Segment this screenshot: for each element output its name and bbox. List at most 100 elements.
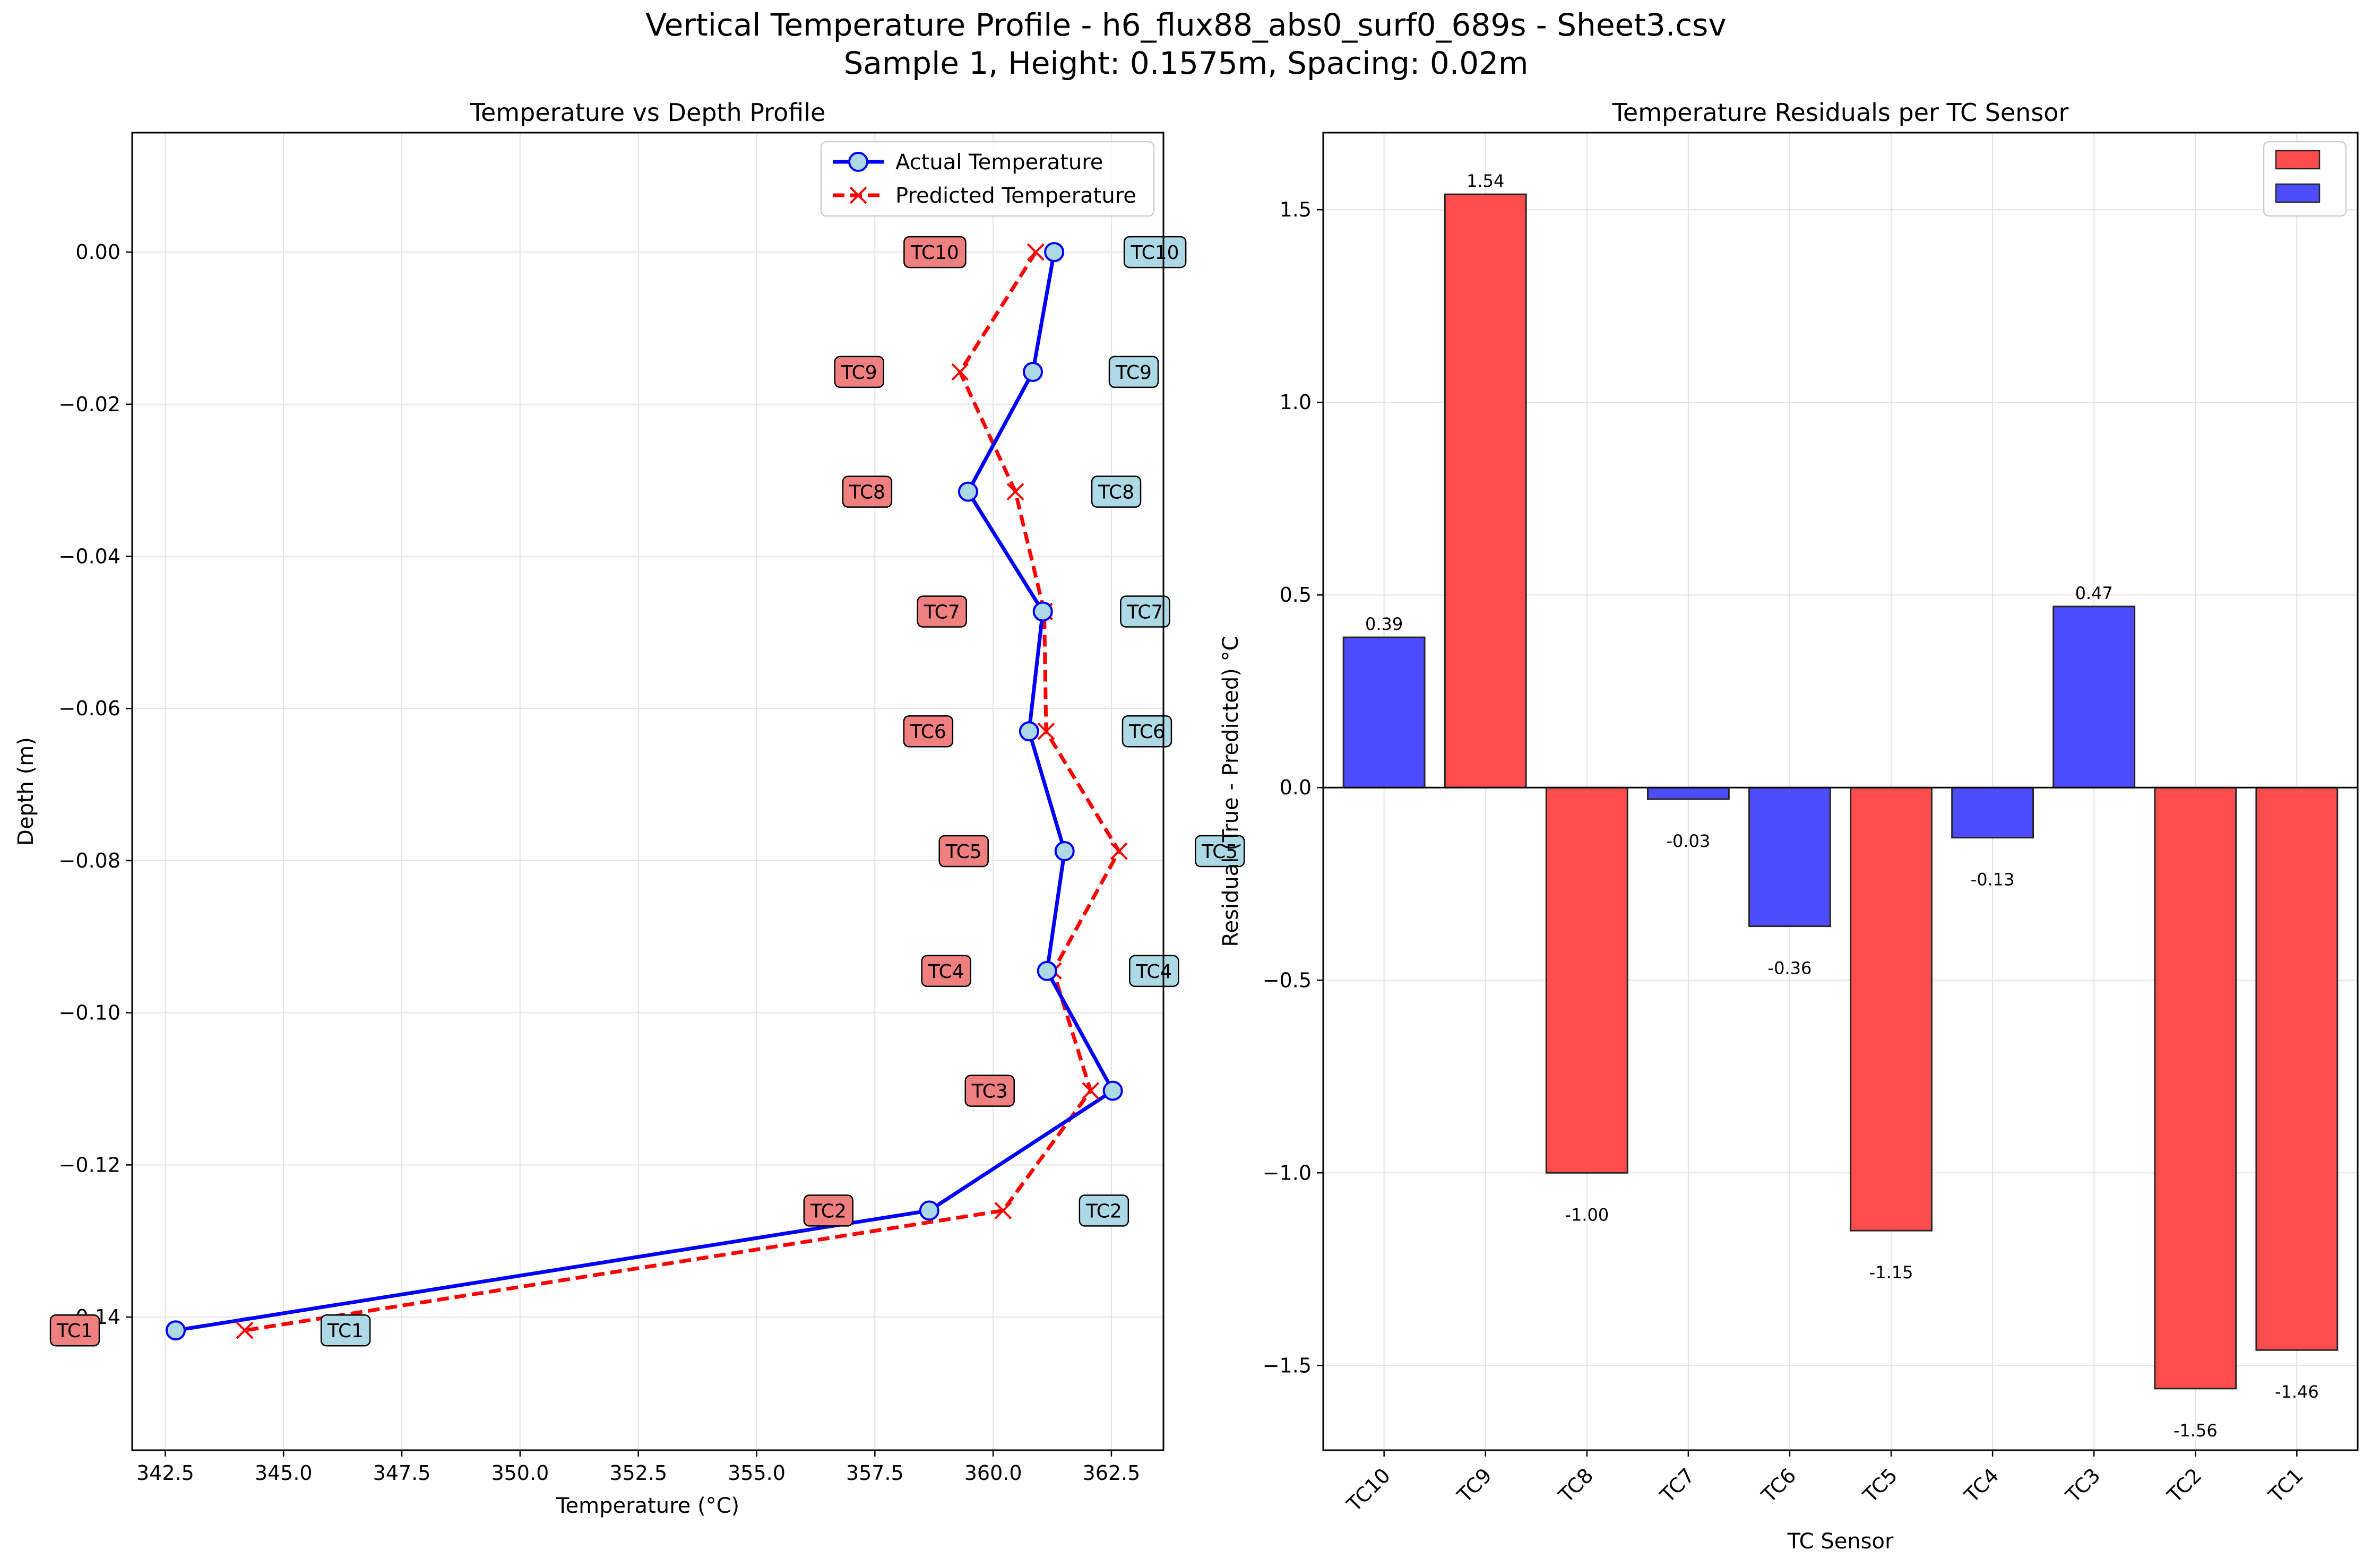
right-chart-residuals: 1.5 1.0 0.5 0.0 −0.5 −1.0 −1.5 0.39 1.54 -1.00 -0.… [1219, 98, 2359, 1554]
actual-temperature-point [1054, 841, 1075, 862]
actual-sensor-label: TC6 [1122, 715, 1172, 748]
right-x-tick-label: TC6 [1757, 1463, 1801, 1508]
residual-bar-tc1 [2255, 786, 2339, 1351]
residual-value-label: -1.46 [2275, 1382, 2319, 1402]
predicted-marker-stroke [951, 363, 969, 381]
actual-sensor-label-box [1123, 236, 1187, 268]
residual-value-label: -1.00 [1565, 1205, 1609, 1225]
predicted-temperature-line [244, 251, 1122, 1332]
left-x-tick-label: 342.5 [136, 1461, 194, 1485]
right-y-tick-label: 1.0 [1280, 391, 1312, 414]
left-legend-frame [820, 141, 1155, 217]
actual-temperature-point [165, 1320, 186, 1341]
actual-sensor-label-text: TC5 [1201, 841, 1238, 863]
left-legend: Actual Temperature Predicted Temperature [820, 141, 1155, 217]
predicted-sensor-label-box [903, 236, 967, 268]
right-chart-title: Temperature Residuals per TC Sensor [1612, 98, 2069, 127]
predicted-sensor-label-box [49, 1314, 100, 1347]
predicted-temperature-point [994, 1202, 1012, 1219]
legend-actual-label: Actual Temperature [895, 150, 1103, 175]
right-y-tick-label: −1.0 [1263, 1161, 1312, 1184]
actual-sensor-label-box [1108, 356, 1159, 388]
predicted-sensor-label: TC7 [917, 595, 967, 628]
right-x-tick-label: TC5 [1858, 1463, 1902, 1508]
predicted-sensor-label-text: TC9 [841, 362, 877, 384]
predicted-sensor-label: TC4 [921, 955, 971, 987]
actual-sensor-label-text: TC2 [1085, 1200, 1122, 1222]
actual-temperature-point [919, 1200, 939, 1221]
right-legend [2263, 141, 2347, 217]
right-legend-swatch [2275, 183, 2321, 203]
left-x-tick-label: 347.5 [373, 1461, 431, 1485]
legend-actual-marker [848, 152, 868, 172]
residual-value-label: -0.13 [1971, 870, 2015, 890]
left-x-tick-label: 352.5 [609, 1461, 667, 1485]
actual-sensor-label-box [1079, 1194, 1129, 1227]
actual-sensor-label-text: TC6 [1128, 721, 1165, 743]
left-x-tick-label: 355.0 [728, 1461, 786, 1485]
right-y-tick-label: 0.5 [1280, 583, 1312, 607]
left-y-tick-label: −0.08 [59, 849, 120, 872]
actual-sensor-label-box [1122, 715, 1172, 748]
residual-bar-tc4 [1951, 786, 2034, 839]
actual-sensor-label-text: TC4 [1135, 961, 1172, 983]
actual-sensor-label-box [1091, 475, 1142, 508]
residual-bar-tc8 [1545, 786, 1628, 1174]
predicted-sensor-label: TC6 [903, 715, 954, 748]
left-x-tick-label: 362.5 [1083, 1461, 1141, 1485]
left-x-axis-label: Temperature (°C) [556, 1494, 739, 1518]
predicted-sensor-label-text: TC10 [910, 242, 959, 264]
left-x-tick-label: 357.5 [846, 1461, 904, 1485]
left-plot-area [132, 133, 1163, 1450]
actual-sensor-label: TC8 [1091, 475, 1142, 508]
predicted-temperature-point [1082, 1082, 1100, 1100]
right-y-tick-label: −1.5 [1263, 1354, 1312, 1377]
left-x-tick-label: 350.0 [491, 1461, 549, 1485]
right-x-tick-label: TC8 [1554, 1463, 1598, 1508]
right-y-tick-label: 0.0 [1280, 776, 1312, 799]
actual-sensor-label-box [1120, 595, 1170, 628]
predicted-marker-stroke [1006, 483, 1024, 501]
predicted-sensor-label-box [903, 715, 954, 748]
right-x-axis-label: TC Sensor [1787, 1529, 1894, 1554]
predicted-sensor-label: TC3 [964, 1075, 1015, 1107]
figure-title-line1: Vertical Temperature Profile - h6_flux88… [645, 7, 1727, 43]
actual-sensor-label: TC4 [1129, 955, 1179, 987]
left-chart-title: Temperature vs Depth Profile [470, 98, 826, 127]
residual-bar-tc10 [1342, 636, 1426, 789]
right-x-tick-label: TC9 [1453, 1463, 1497, 1508]
predicted-temperature-point [1110, 842, 1128, 860]
right-x-tick-label: TC3 [2061, 1463, 2105, 1508]
actual-sensor-label-text: TC8 [1098, 482, 1134, 504]
predicted-marker-stroke [1082, 1082, 1100, 1100]
residual-bar-tc3 [2052, 605, 2136, 789]
left-y-tick-label: −0.04 [59, 545, 120, 568]
residual-bar-tc7 [1646, 786, 1730, 800]
residual-value-label: -0.03 [1666, 831, 1710, 851]
actual-sensor-label-box [1129, 955, 1179, 987]
predicted-sensor-label-box [964, 1075, 1015, 1107]
legend-predicted-marker [849, 186, 867, 204]
actual-sensor-label: TC1 [320, 1314, 371, 1347]
left-y-tick-label: −0.12 [59, 1153, 120, 1176]
right-axes-frame [1322, 132, 2359, 1451]
right-y-tick-label: −0.5 [1263, 968, 1312, 992]
predicted-temperature-point [1027, 243, 1045, 261]
actual-sensor-label-text: TC10 [1131, 242, 1179, 264]
predicted-sensor-label-text: TC5 [945, 841, 982, 863]
predicted-sensor-label-box [803, 1194, 854, 1227]
predicted-sensor-label-text: TC8 [849, 482, 885, 504]
residual-value-label: 0.47 [2075, 583, 2113, 603]
actual-temperature-point [1019, 721, 1039, 742]
right-x-tick-label: TC4 [1960, 1463, 2004, 1508]
left-x-tick-label: 345.0 [255, 1461, 313, 1485]
actual-temperature-point [1023, 361, 1043, 382]
actual-temperature-point [1037, 960, 1057, 981]
predicted-marker-stroke [1027, 243, 1045, 261]
figure-title-line2: Sample 1, Height: 0.1575m, Spacing: 0.02… [843, 45, 1529, 81]
predicted-sensor-label: TC1 [49, 1314, 100, 1347]
predicted-temperature-point [1006, 483, 1024, 501]
residual-value-label: 0.39 [1365, 614, 1403, 634]
actual-temperature-line [175, 252, 1116, 1332]
left-y-tick-label: 0.00 [75, 240, 120, 264]
